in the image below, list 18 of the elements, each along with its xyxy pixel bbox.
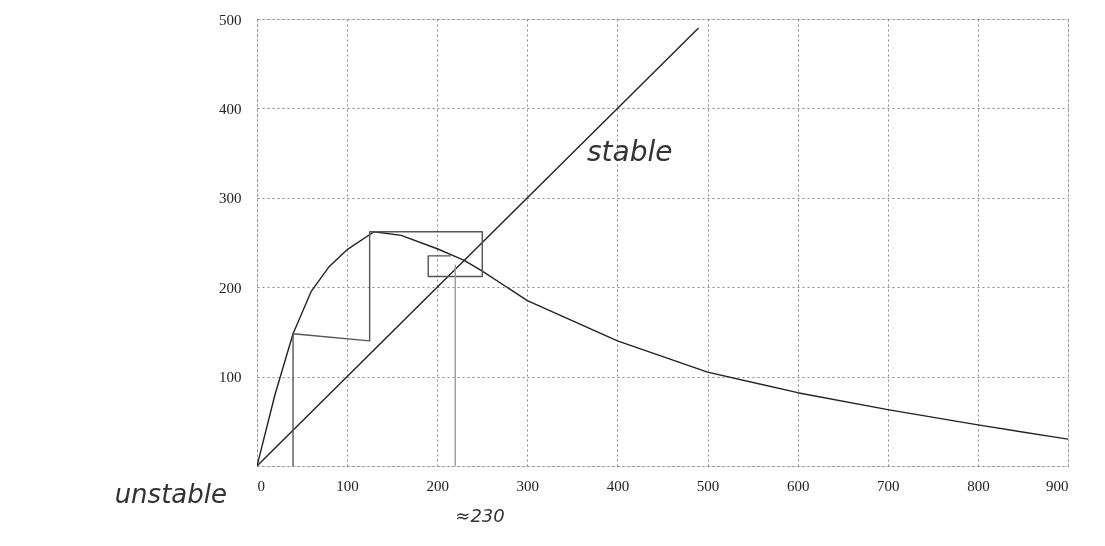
y-tick-label: 100 (219, 369, 242, 386)
x-tick-label: 100 (336, 477, 359, 494)
x-tick-label: 500 (696, 477, 720, 494)
x-tick-label: 0 (257, 477, 265, 494)
x-tick-label: 900 (1046, 477, 1069, 494)
annotation: stable (587, 135, 673, 168)
y-tick-label: 400 (219, 100, 242, 117)
x-tick-label: 700 (877, 477, 900, 494)
x-tick-label: 400 (606, 477, 630, 494)
x-tick-label: 200 (426, 477, 449, 494)
y-tick-label: 300 (219, 190, 242, 207)
x-tick-label: 800 (967, 477, 990, 494)
text: ≈230 (455, 505, 505, 526)
x-tick-label: 300 (516, 477, 540, 494)
y-tick-label: 500 (219, 11, 242, 28)
text: unstable (114, 479, 227, 509)
y-tick-label: 200 (219, 279, 242, 296)
x-tick-label: 600 (786, 477, 810, 494)
